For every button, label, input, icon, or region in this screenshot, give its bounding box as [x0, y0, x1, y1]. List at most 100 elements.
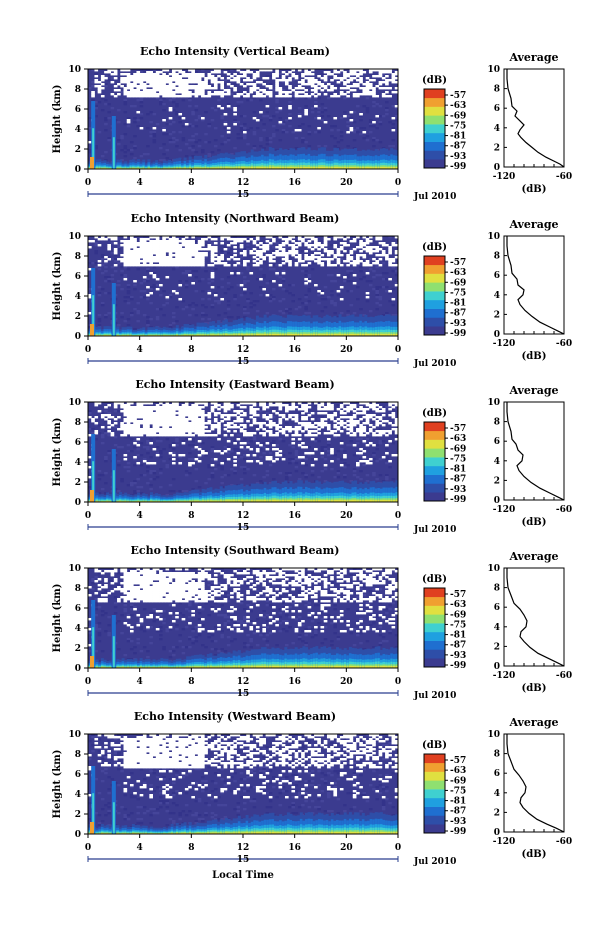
echo-cell — [243, 137, 247, 140]
echo-cell — [171, 316, 176, 319]
rain-streak — [90, 157, 94, 169]
echo-cell — [126, 302, 131, 305]
echo-cell — [385, 113, 389, 116]
echo-cell — [291, 79, 295, 82]
echo-cell — [139, 442, 144, 445]
echo-cell — [372, 236, 376, 239]
echo-cell — [220, 286, 224, 289]
surface-echo — [392, 167, 396, 169]
echo-cell — [268, 117, 273, 120]
echo-cell — [207, 322, 212, 325]
echo-cell — [155, 440, 160, 443]
no-echo-cell — [123, 258, 128, 261]
no-echo-cell — [123, 89, 128, 92]
echo-cell — [113, 270, 118, 273]
echo-cell — [304, 284, 308, 287]
no-echo-cell — [152, 274, 157, 277]
echo-cell — [126, 444, 131, 447]
no-echo-cell — [207, 75, 212, 78]
no-echo-cell — [362, 236, 367, 239]
echo-cell — [194, 240, 199, 243]
no-echo-cell — [239, 252, 244, 255]
no-echo-cell — [149, 252, 153, 255]
no-echo-cell — [194, 260, 199, 263]
echo-cell — [246, 129, 250, 132]
echo-cell — [178, 456, 182, 459]
average-y-tick-label: 0 — [494, 163, 500, 173]
colorbar-segment — [424, 291, 445, 301]
no-echo-cell — [149, 79, 153, 82]
echo-cell — [223, 312, 228, 315]
no-echo-cell — [323, 79, 328, 82]
echo-cell — [268, 294, 273, 297]
no-echo-cell — [100, 238, 105, 241]
echo-cell — [220, 468, 224, 471]
echo-cell — [252, 300, 257, 303]
echo-cell — [385, 101, 389, 104]
echo-cell — [88, 127, 92, 130]
no-echo-cell — [365, 87, 370, 90]
no-echo-cell — [317, 127, 321, 130]
no-echo-cell — [168, 260, 173, 263]
no-echo-cell — [146, 81, 150, 84]
echo-cell — [272, 89, 276, 92]
no-echo-cell — [278, 87, 283, 90]
no-echo-cell — [133, 258, 137, 261]
no-echo-cell — [175, 69, 179, 72]
echo-cell — [88, 412, 92, 415]
echo-cell — [236, 133, 241, 136]
echo-cell — [146, 69, 150, 72]
echo-cell — [152, 472, 157, 475]
echo-cell — [375, 296, 379, 299]
no-echo-cell — [278, 236, 283, 239]
echo-cell — [275, 129, 279, 132]
surface-echo — [307, 166, 311, 169]
no-echo-cell — [146, 73, 150, 76]
echo-cell — [349, 304, 354, 307]
no-echo-cell — [326, 252, 331, 255]
echo-cell — [129, 296, 134, 299]
echo-cell — [107, 256, 111, 259]
no-echo-cell — [201, 258, 205, 261]
no-echo-cell — [120, 81, 124, 84]
no-echo-cell — [168, 95, 173, 98]
no-echo-cell — [378, 248, 383, 251]
surface-echo — [374, 167, 378, 169]
echo-cell — [175, 236, 179, 239]
echo-cell — [284, 308, 289, 311]
no-echo-cell — [236, 240, 241, 243]
x-tick-label: 0 — [85, 345, 91, 355]
no-echo-cell — [210, 272, 215, 275]
no-echo-cell — [388, 250, 392, 253]
no-echo-cell — [314, 79, 318, 82]
no-echo-cell — [284, 256, 289, 259]
no-echo-cell — [372, 93, 376, 96]
surface-echo — [369, 334, 373, 336]
echo-cell — [188, 99, 192, 102]
echo-cell — [129, 438, 134, 441]
echo-cell — [168, 326, 173, 329]
surface-echo — [382, 333, 386, 336]
echo-cell — [339, 258, 344, 261]
echo-cell — [97, 286, 102, 289]
echo-cell — [107, 312, 111, 315]
echo-cell — [233, 274, 237, 277]
no-echo-cell — [94, 69, 99, 72]
echo-cell — [259, 119, 263, 122]
echo-cell — [104, 292, 108, 295]
echo-cell — [136, 268, 140, 271]
no-echo-cell — [375, 262, 380, 265]
no-echo-cell — [243, 254, 247, 257]
no-echo-cell — [223, 89, 228, 92]
colorbar-tick-label: -69 — [450, 278, 466, 288]
echo-cell — [191, 438, 195, 441]
echo-cell — [381, 73, 386, 76]
surface-echo — [364, 333, 368, 336]
echo-cell — [136, 448, 140, 451]
y-tick-label: 8 — [75, 85, 81, 95]
rain-streak — [92, 128, 95, 169]
echo-cell — [346, 276, 350, 279]
echo-panel-0: Echo Intensity (Vertical Beam)0246810Hei… — [52, 45, 572, 202]
colorbar-segment — [424, 150, 445, 160]
no-echo-cell — [152, 83, 157, 86]
